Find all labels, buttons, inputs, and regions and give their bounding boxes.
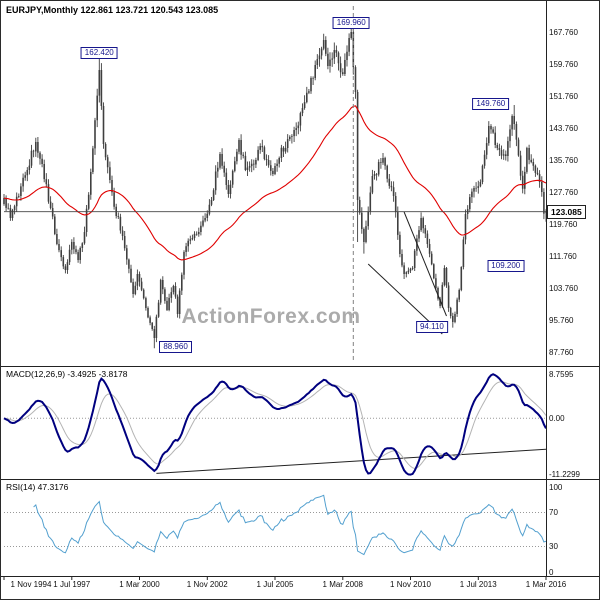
rsi-axis-label: 30 — [549, 542, 558, 551]
price-callout: 149.760 — [472, 97, 510, 110]
rsi-indicator-label: RSI(14) 47.3176 — [6, 482, 69, 492]
date-axis-label: 1 Mar 2016 — [525, 580, 567, 589]
price-axis-label: 135.760 — [549, 156, 578, 166]
rsi-axis-label: 100 — [549, 482, 563, 492]
date-axis-label: 1 Nov 1994 — [10, 580, 52, 589]
rsi-axis-label: 70 — [549, 508, 558, 517]
date-axis-label: 1 Jul 2005 — [256, 580, 294, 589]
date-axis-label: 1 Mar 2008 — [322, 580, 363, 589]
price-axis-label: 111.760 — [549, 252, 577, 262]
price-callout: 88.960 — [159, 341, 192, 354]
chart-title: EURJPY,Monthly 122.861 123.721 120.543 1… — [6, 5, 219, 15]
date-axis-label: 1 Nov 2002 — [186, 580, 228, 589]
price-axis-label: 167.760 — [549, 28, 578, 38]
price-callout: 109.200 — [487, 260, 525, 273]
price-axis-label: 95.760 — [549, 316, 574, 326]
macd-axis-label: 0.00 — [549, 413, 565, 423]
macd-axis-label: -11.2299 — [549, 470, 580, 480]
price-axis-label: 143.760 — [549, 124, 578, 134]
macd-axis-label: 8.7595 — [549, 369, 574, 379]
rsi-axis-label: 0 — [549, 567, 554, 577]
price-axis-label: 159.760 — [549, 60, 578, 70]
current-price-tag: 123.085 — [547, 205, 586, 219]
date-axis-label: 1 Jul 1997 — [53, 580, 91, 589]
date-axis-label: 1 Mar 2000 — [119, 580, 160, 589]
price-axis-label: 127.760 — [549, 188, 578, 198]
price-axis-label: 87.760 — [549, 348, 574, 358]
date-axis-label: 1 Jul 2013 — [459, 580, 497, 589]
price-callout: 162.420 — [80, 47, 118, 60]
price-axis-label: 119.760 — [549, 220, 578, 230]
macd-indicator-label: MACD(12,26,9) -3.4925 -3.8178 — [6, 369, 128, 379]
price-axis-label: 103.760 — [549, 284, 578, 294]
watermark: ActionForex.com — [181, 305, 361, 328]
price-axis-label: 151.760 — [549, 92, 578, 102]
date-axis-label: 1 Nov 2010 — [390, 580, 431, 589]
price-callout: 94.110 — [415, 320, 448, 333]
price-callout: 169.960 — [332, 17, 370, 30]
